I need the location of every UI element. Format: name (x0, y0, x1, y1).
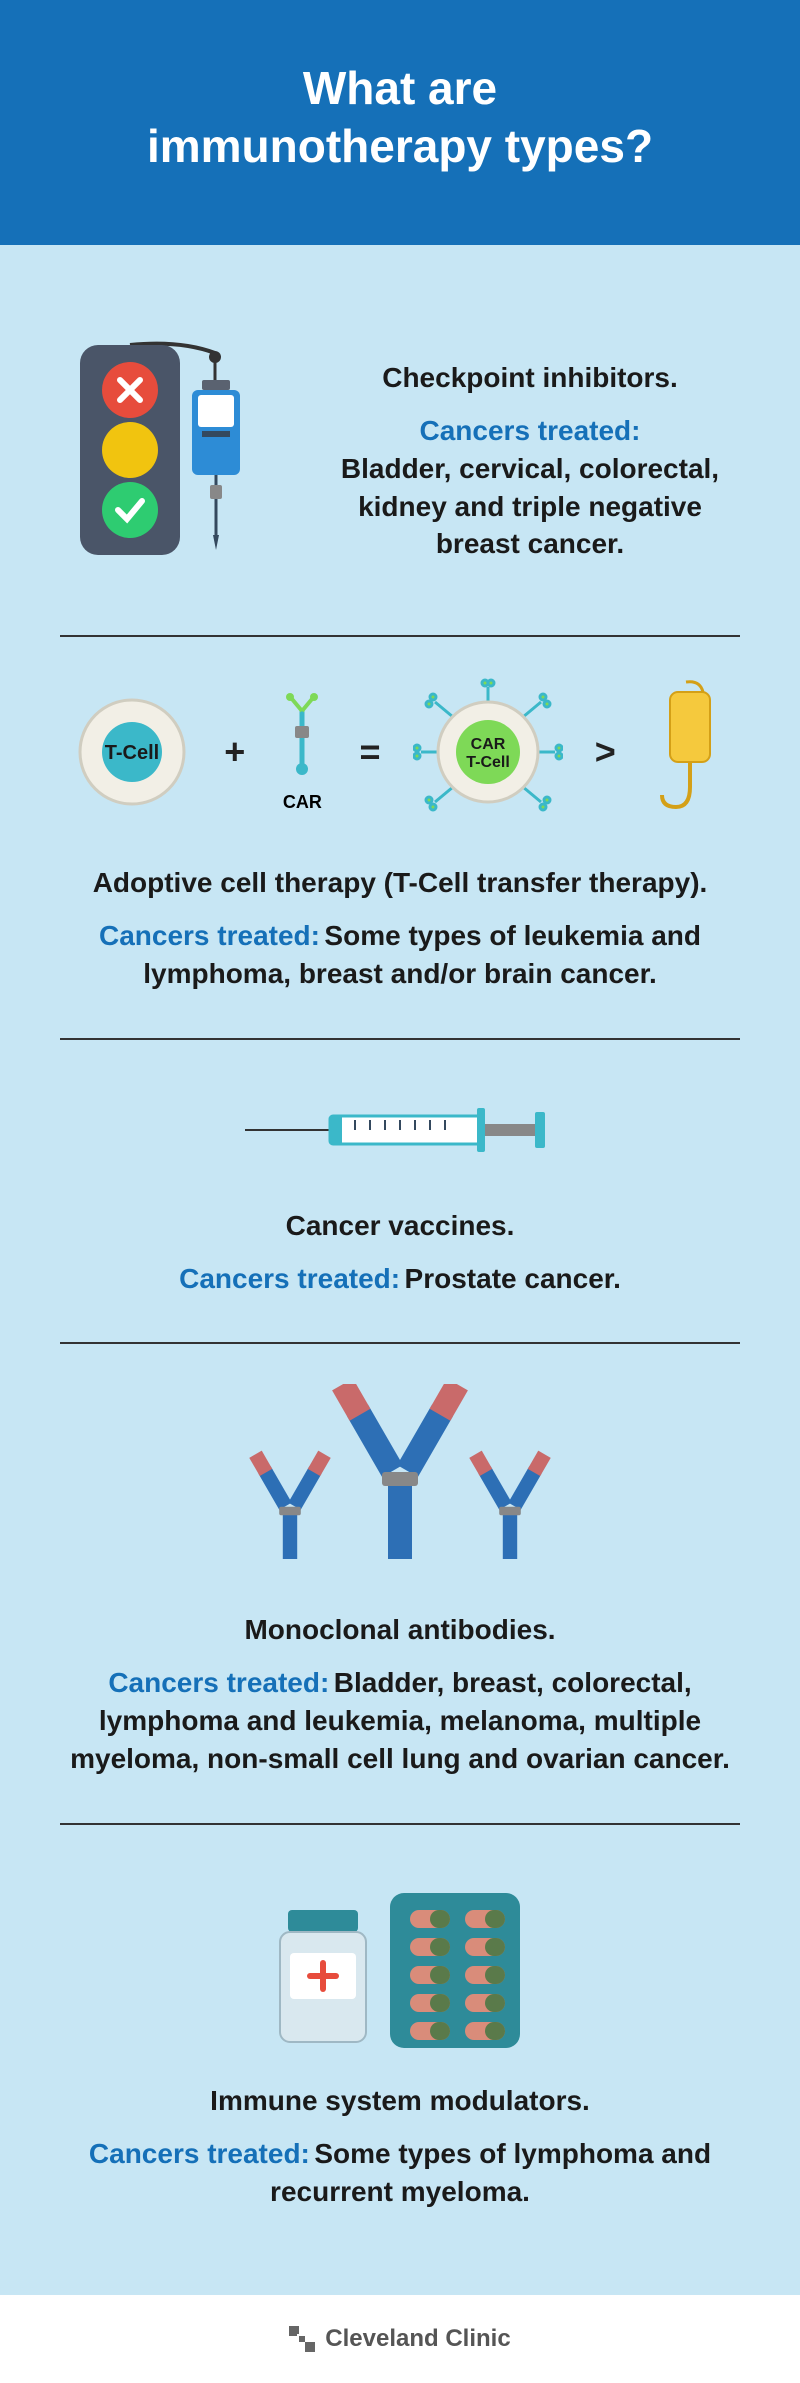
syringe-icon (225, 1080, 575, 1180)
modulators-desc: Cancers treated: Some types of lymphoma … (60, 2135, 740, 2211)
cart-diagram: T-Cell + CAR = (60, 677, 740, 827)
cleveland-clinic-logo-icon (289, 2326, 315, 2352)
monoclonal-desc: Cancers treated: Bladder, breast, colore… (60, 1664, 740, 1777)
checkpoint-title: Checkpoint inhibitors. (320, 362, 740, 394)
vaccines-treated: Prostate cancer. (405, 1263, 621, 1294)
antibodies-icon (220, 1384, 580, 1584)
equals-symbol: = (359, 731, 380, 773)
treated-label: Cancers treated: (108, 1667, 329, 1698)
modulators-title: Immune system modulators. (60, 2085, 740, 2117)
section-modulators: Immune system modulators. Cancers treate… (60, 1825, 740, 2256)
section-vaccines: Cancer vaccines. Cancers treated: Prosta… (60, 1040, 740, 1343)
checkpoint-icon (60, 335, 290, 590)
cart-cell-icon: CAR T-Cell (413, 677, 563, 827)
content: Checkpoint inhibitors. Cancers treated: … (0, 245, 800, 2295)
title-line1: What are (303, 62, 497, 114)
vaccines-desc: Cancers treated: Prostate cancer. (60, 1260, 740, 1298)
title-line2: immunotherapy types? (147, 120, 653, 172)
car-label: CAR (277, 792, 327, 813)
tcell-icon: T-Cell (72, 692, 192, 812)
treated-label: Cancers treated: (179, 1263, 400, 1294)
page-title: What are immunotherapy types? (40, 60, 760, 175)
treated-label: Cancers treated: (89, 2138, 310, 2169)
svg-text:T-Cell: T-Cell (105, 742, 159, 764)
section-checkpoint: Checkpoint inhibitors. Cancers treated: … (60, 295, 740, 635)
footer-brand: Cleveland Clinic (325, 2325, 510, 2353)
meds-icon (260, 1865, 540, 2055)
checkpoint-desc: Cancers treated: Bladder, cervical, colo… (320, 412, 740, 563)
gt-symbol: > (595, 731, 616, 773)
svg-text:T-Cell: T-Cell (466, 754, 510, 771)
header: What are immunotherapy types? (0, 0, 800, 245)
adoptive-title: Adoptive cell therapy (T-Cell transfer t… (60, 867, 740, 899)
modulators-treated: Some types of lymphoma and recurrent mye… (270, 2138, 711, 2207)
car-icon: CAR (277, 691, 327, 813)
section-adoptive: T-Cell + CAR = (60, 637, 740, 1038)
vaccines-title: Cancer vaccines. (60, 1210, 740, 1242)
ivbag-yellow-icon (648, 677, 728, 827)
footer: Cleveland Clinic (0, 2295, 800, 2383)
treated-label: Cancers treated: (420, 415, 641, 446)
checkpoint-treated: Bladder, cervical, colorectal, kidney an… (341, 453, 719, 560)
monoclonal-title: Monoclonal antibodies. (60, 1614, 740, 1646)
treated-label: Cancers treated: (99, 920, 320, 951)
section-monoclonal: Monoclonal antibodies. Cancers treated: … (60, 1344, 740, 1822)
plus-symbol: + (224, 731, 245, 773)
svg-text:CAR: CAR (470, 736, 505, 753)
adoptive-desc: Cancers treated: Some types of leukemia … (60, 917, 740, 993)
